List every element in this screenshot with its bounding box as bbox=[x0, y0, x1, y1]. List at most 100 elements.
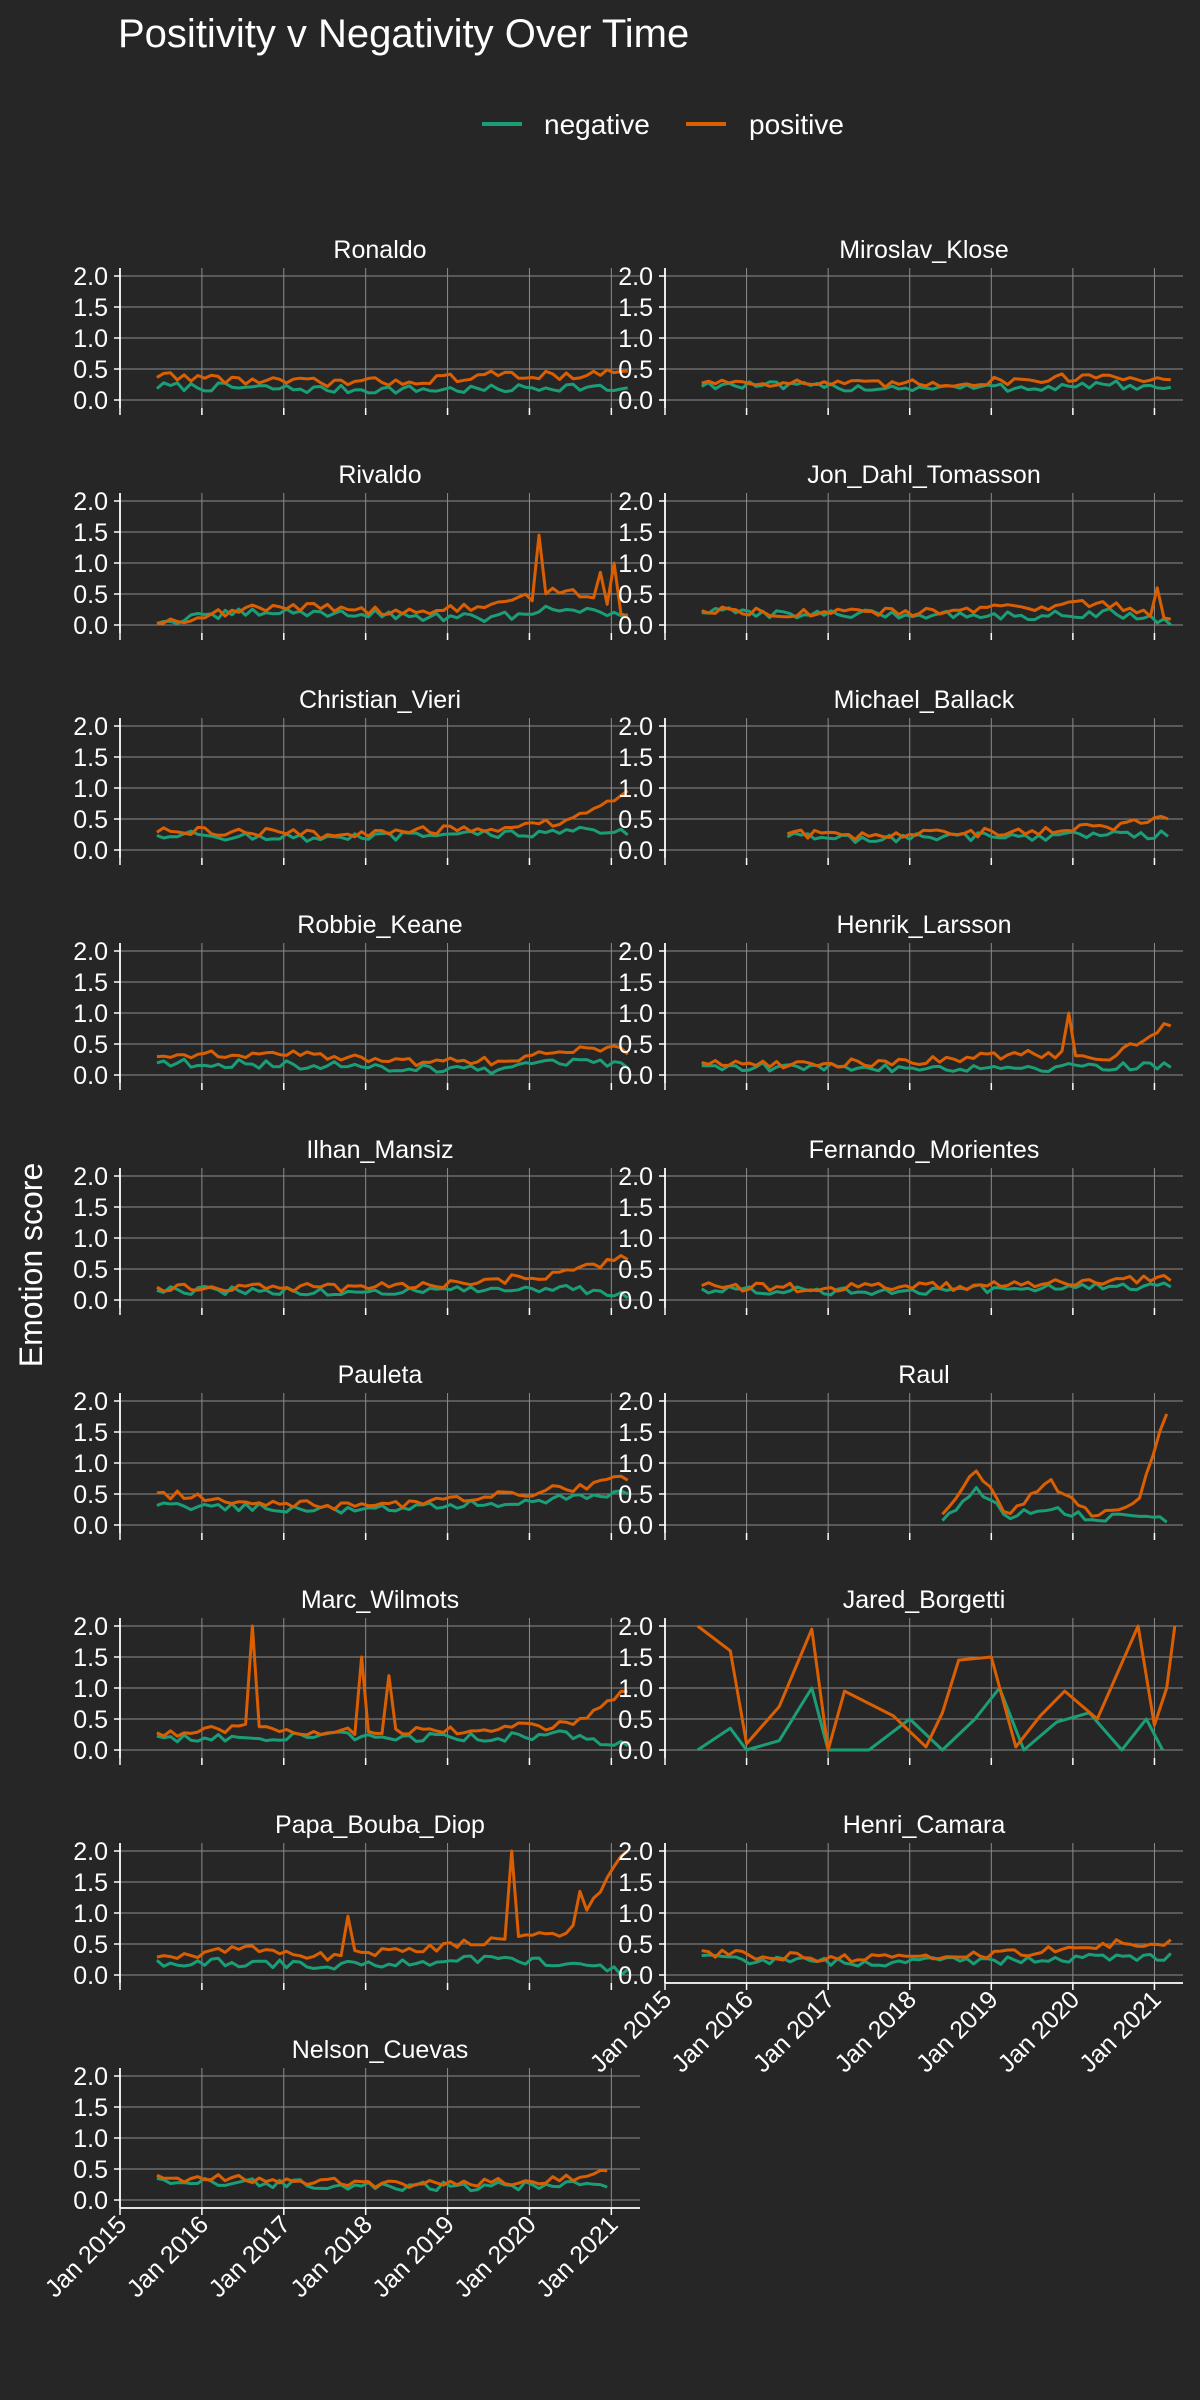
y-tick-label: 1.0 bbox=[618, 550, 653, 578]
panel-Papa_Bouba_Diop: Papa_Bouba_Diop 0.0 0.5 1.0 1.5 2.0 bbox=[73, 1811, 640, 1990]
y-tick-label: 1.5 bbox=[73, 1869, 108, 1897]
y-tick-label: 0.0 bbox=[618, 837, 653, 865]
series-line-positive bbox=[156, 533, 629, 625]
y-tick-label: 0.0 bbox=[618, 1512, 653, 1540]
series-line-positive bbox=[701, 586, 1172, 621]
y-tick-label: 0.0 bbox=[73, 1062, 108, 1090]
y-tick-label: 1.0 bbox=[618, 1000, 653, 1028]
y-tick-label: 1.5 bbox=[73, 1419, 108, 1447]
y-tick-label: 0.5 bbox=[73, 1481, 108, 1509]
y-tick-label: 1.5 bbox=[73, 519, 108, 547]
series-line-negative bbox=[696, 1686, 1164, 1752]
panel-title: Nelson_Cuevas bbox=[292, 2036, 469, 2064]
y-tick-label: 1.0 bbox=[73, 325, 108, 353]
y-tick-label: 1.0 bbox=[73, 1450, 108, 1478]
panel-title: Raul bbox=[898, 1361, 949, 1389]
x-tick-label: Jan 2016 bbox=[122, 2210, 215, 2303]
panel-Raul: Raul 0.0 0.5 1.0 1.5 2.0 bbox=[618, 1361, 1183, 1540]
x-tick-label: Jan 2019 bbox=[911, 1985, 1004, 2078]
x-tick-label: Jan 2019 bbox=[367, 2210, 460, 2303]
panel-Marc_Wilmots: Marc_Wilmots 0.0 0.5 1.0 1.5 2.0 bbox=[73, 1586, 640, 1765]
series-line-positive bbox=[156, 368, 628, 388]
panel-title: Jon_Dahl_Tomasson bbox=[807, 461, 1040, 489]
x-tick-label: Jan 2021 bbox=[531, 2210, 624, 2303]
y-tick-label: 1.5 bbox=[618, 969, 653, 997]
legend-label-negative: negative bbox=[544, 109, 650, 140]
panel-title: Marc_Wilmots bbox=[301, 1586, 459, 1614]
panel-title: Miroslav_Klose bbox=[839, 236, 1009, 264]
series-line-negative bbox=[941, 1486, 1168, 1524]
y-tick-label: 1.0 bbox=[73, 1900, 108, 1928]
x-tick-label: Jan 2020 bbox=[449, 2210, 542, 2303]
panel-title: Papa_Bouba_Diop bbox=[275, 1811, 485, 1839]
panel-Pauleta: Pauleta 0.0 0.5 1.0 1.5 2.0 bbox=[73, 1361, 640, 1540]
panel-title: Ronaldo bbox=[333, 236, 426, 264]
y-tick-label: 0.5 bbox=[73, 1256, 108, 1284]
panel-Jon_Dahl_Tomasson: Jon_Dahl_Tomasson 0.0 0.5 1.0 1.5 2.0 bbox=[618, 461, 1183, 640]
y-tick-label: 2.0 bbox=[618, 1388, 653, 1416]
y-tick-label: 1.0 bbox=[618, 1675, 653, 1703]
y-tick-label: 2.0 bbox=[73, 938, 108, 966]
y-tick-label: 1.5 bbox=[618, 1869, 653, 1897]
facet-panels: Ronaldo 0.0 0.5 1.0 1.5 2.0 Miroslav_Klose 0.0 0… bbox=[40, 236, 1183, 2303]
legend-label-positive: positive bbox=[749, 109, 844, 140]
panel-Miroslav_Klose: Miroslav_Klose 0.0 0.5 1.0 1.5 2.0 bbox=[618, 236, 1183, 415]
series-line-positive bbox=[701, 1274, 1172, 1294]
series-line-positive bbox=[156, 1849, 629, 1962]
y-tick-label: 2.0 bbox=[73, 1838, 108, 1866]
panel-title: Rivaldo bbox=[338, 461, 421, 489]
x-tick-label: Jan 2015 bbox=[40, 2210, 133, 2303]
y-tick-label: 1.5 bbox=[618, 294, 653, 322]
y-tick-label: 0.0 bbox=[73, 1962, 108, 1990]
y-tick-label: 2.0 bbox=[73, 1163, 108, 1191]
y-tick-label: 1.0 bbox=[73, 550, 108, 578]
panel-title: Christian_Vieri bbox=[299, 686, 461, 714]
series-line-negative bbox=[155, 1954, 629, 1977]
y-tick-label: 1.5 bbox=[73, 294, 108, 322]
series-line-negative bbox=[156, 1729, 629, 1747]
series-line-positive bbox=[156, 789, 629, 840]
series-line-negative bbox=[700, 1281, 1172, 1297]
series-line-negative bbox=[156, 825, 629, 843]
y-tick-label: 2.0 bbox=[73, 263, 108, 291]
panel-Michael_Ballack: Michael_Ballack 0.0 0.5 1.0 1.5 2.0 bbox=[618, 686, 1183, 865]
y-tick-label: 1.0 bbox=[618, 1450, 653, 1478]
panel-Fernando_Morientes: Fernando_Morientes 0.0 0.5 1.0 1.5 2.0 bbox=[618, 1136, 1183, 1315]
y-tick-label: 2.0 bbox=[618, 263, 653, 291]
y-tick-label: 1.5 bbox=[73, 969, 108, 997]
chart-title: Positivity v Negativity Over Time bbox=[118, 12, 689, 56]
y-tick-label: 2.0 bbox=[618, 1838, 653, 1866]
y-tick-label: 0.0 bbox=[73, 387, 108, 415]
y-tick-label: 0.0 bbox=[73, 837, 108, 865]
y-tick-label: 0.5 bbox=[73, 2156, 108, 2184]
y-tick-label: 2.0 bbox=[618, 938, 653, 966]
series-line-negative bbox=[155, 381, 628, 395]
y-axis-label: Emotion score bbox=[13, 1163, 49, 1368]
y-tick-label: 0.5 bbox=[618, 581, 653, 609]
panel-Rivaldo: Rivaldo 0.0 0.5 1.0 1.5 2.0 bbox=[73, 461, 640, 640]
x-tick-label: Jan 2020 bbox=[993, 1985, 1086, 2078]
panel-title: Jared_Borgetti bbox=[843, 1586, 1006, 1614]
y-tick-label: 0.0 bbox=[618, 1287, 653, 1315]
y-tick-label: 1.5 bbox=[73, 744, 108, 772]
y-tick-label: 1.0 bbox=[618, 1900, 653, 1928]
y-tick-label: 2.0 bbox=[618, 488, 653, 516]
y-tick-label: 0.5 bbox=[618, 1481, 653, 1509]
series-line-positive bbox=[786, 814, 1169, 841]
series-line-positive bbox=[156, 1474, 629, 1511]
y-tick-label: 0.5 bbox=[618, 1031, 653, 1059]
series-line-negative bbox=[156, 1489, 629, 1515]
y-tick-label: 1.5 bbox=[73, 2094, 108, 2122]
y-tick-label: 0.5 bbox=[73, 356, 108, 384]
series-line-positive bbox=[701, 372, 1171, 389]
y-tick-label: 1.0 bbox=[73, 1000, 108, 1028]
y-tick-label: 0.5 bbox=[73, 1931, 108, 1959]
x-tick-label: Jan 2017 bbox=[748, 1985, 841, 2078]
y-tick-label: 0.0 bbox=[618, 612, 653, 640]
y-tick-label: 1.5 bbox=[73, 1194, 108, 1222]
y-tick-label: 1.0 bbox=[73, 775, 108, 803]
y-tick-label: 0.5 bbox=[618, 356, 653, 384]
series-line-positive bbox=[701, 1938, 1172, 1964]
y-tick-label: 0.0 bbox=[73, 1737, 108, 1765]
